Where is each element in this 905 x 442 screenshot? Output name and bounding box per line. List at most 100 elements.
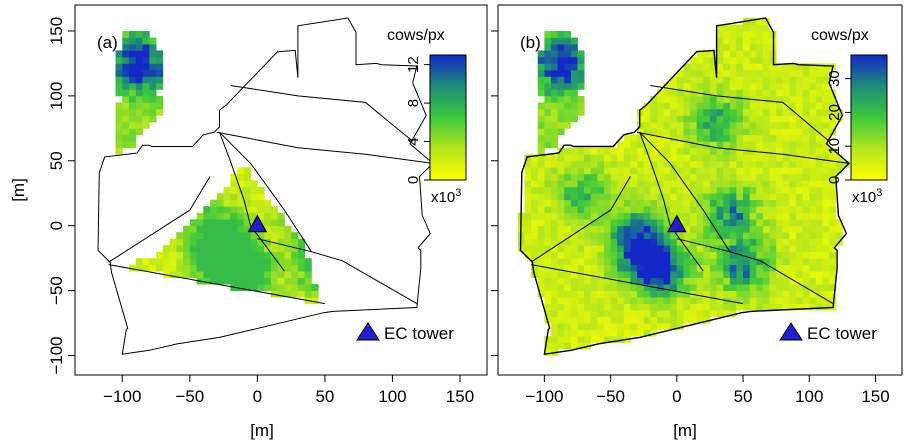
- heatmap-cell: [223, 251, 231, 259]
- heatmap-cell: [531, 258, 539, 266]
- heatmap-cell: [822, 251, 830, 259]
- heatmap-cell: [551, 264, 558, 272]
- heatmap-cell: [304, 277, 312, 285]
- heatmap-cell: [769, 303, 777, 311]
- heatmap-cell: [277, 225, 285, 233]
- heatmap-cell: [122, 43, 130, 51]
- heatmap-cell: [156, 50, 164, 58]
- heatmap-cell: [809, 147, 817, 155]
- heatmap-cell: [815, 258, 823, 266]
- heatmap-cell: [709, 219, 717, 227]
- heatmap-cell: [736, 89, 744, 97]
- heatmap-cell: [709, 134, 717, 142]
- heatmap-cell: [564, 180, 572, 188]
- heatmap-cell: [210, 264, 218, 272]
- heatmap-cell: [782, 147, 790, 155]
- heatmap-cell: [630, 154, 638, 162]
- heatmap-cell: [162, 258, 170, 266]
- heatmap-cell: [203, 225, 211, 233]
- heatmap-cell: [176, 251, 184, 259]
- heatmap-cell: [551, 316, 558, 324]
- heatmap-cell: [577, 212, 585, 220]
- heatmap-cell: [243, 238, 252, 246]
- heatmap-cell: [809, 102, 817, 110]
- heatmap-cell: [743, 180, 750, 188]
- heatmap-cell: [789, 284, 797, 291]
- heatmap-cell: [743, 232, 750, 240]
- heatmap-cell: [670, 232, 678, 240]
- heatmap-cell: [657, 108, 664, 116]
- heatmap-cell: [237, 284, 245, 291]
- heatmap-cell: [749, 31, 757, 38]
- heatmap-cell: [663, 167, 671, 175]
- heatmap-cell: [156, 108, 164, 116]
- heatmap-cell: [676, 160, 684, 168]
- heatmap-cell: [284, 290, 292, 298]
- heatmap-cell: [544, 43, 552, 51]
- heatmap-cell: [590, 258, 598, 266]
- heatmap-cell: [676, 258, 684, 266]
- heatmap-cell: [663, 206, 671, 214]
- heatmap-cell: [776, 232, 784, 240]
- heatmap-cell: [657, 258, 664, 266]
- heatmap-cell: [762, 271, 770, 278]
- heatmap-cell: [564, 63, 572, 71]
- heatmap-cell: [776, 303, 784, 311]
- heatmap-cell: [756, 238, 764, 246]
- heatmap-cell: [243, 167, 252, 175]
- heatmap-cell: [610, 329, 618, 337]
- heatmap-cell: [749, 167, 757, 175]
- heatmap-cell: [570, 63, 578, 71]
- heatmap-cell: [657, 225, 664, 233]
- heatmap-cell: [149, 50, 157, 58]
- heatmap-cell: [590, 180, 598, 188]
- heatmap-cell: [663, 102, 671, 110]
- heatmap-cell: [749, 24, 757, 32]
- heatmap-cell: [623, 329, 631, 337]
- heatmap-cell: [537, 121, 545, 129]
- heatmap-cell: [135, 115, 143, 123]
- heatmap-cell: [257, 186, 265, 194]
- heatmap-cell: [590, 154, 598, 162]
- heatmap-cell: [657, 297, 664, 304]
- heatmap-cell: [829, 212, 837, 220]
- heatmap-cell: [551, 121, 558, 129]
- heatmap-cell: [551, 297, 558, 304]
- heatmap-cell: [557, 284, 565, 291]
- heatmap-cell: [809, 108, 817, 116]
- heatmap-cell: [723, 121, 731, 129]
- heatmap-cell: [822, 245, 830, 253]
- heatmap-cell: [736, 31, 744, 38]
- heatmap-cell: [736, 154, 744, 162]
- heatmap-cell: [537, 56, 545, 64]
- heatmap-cell: [557, 31, 565, 38]
- heatmap-cell: [623, 134, 631, 142]
- paddock-line: [230, 85, 414, 142]
- heatmap-cell: [196, 219, 204, 227]
- heatmap-cell: [557, 245, 565, 253]
- heatmap-cell: [122, 37, 130, 45]
- heatmap-cell: [663, 258, 671, 266]
- heatmap-cell: [723, 108, 731, 116]
- heatmap-cell: [297, 284, 306, 291]
- heatmap-cell: [762, 115, 770, 123]
- heatmap-cell: [570, 316, 578, 324]
- heatmap-cell: [570, 69, 578, 77]
- heatmap-cell: [729, 206, 737, 214]
- heatmap-cell: [815, 284, 823, 291]
- heatmap-cell: [570, 76, 578, 84]
- heatmap-cell: [743, 160, 750, 168]
- heatmap-cell: [663, 303, 671, 311]
- heatmap-cell: [776, 186, 784, 194]
- heatmap-cell: [690, 316, 698, 324]
- heatmap-cell: [557, 43, 565, 51]
- heatmap-cell: [809, 121, 817, 129]
- heatmap-cell: [709, 284, 717, 291]
- heatmap-cell: [690, 284, 698, 291]
- heatmap-cell: [696, 50, 704, 58]
- heatmap-cell: [749, 89, 757, 97]
- heatmap-cell: [291, 251, 299, 259]
- heatmap-cell: [657, 134, 664, 142]
- heatmap-cell: [643, 108, 651, 116]
- heatmap-cell: [663, 160, 671, 168]
